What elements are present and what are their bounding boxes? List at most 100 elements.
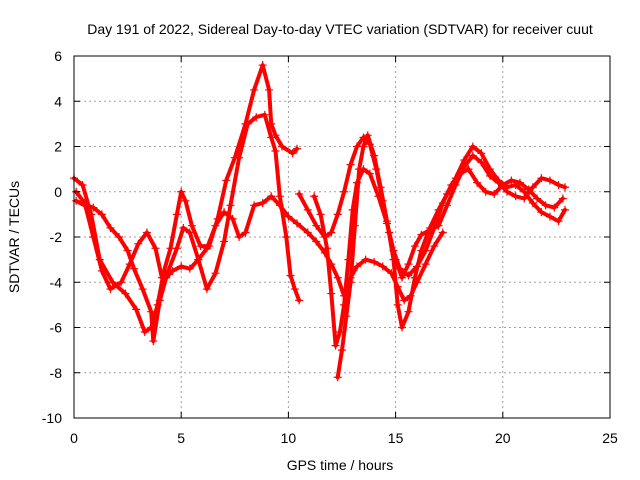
data-point (78, 180, 87, 189)
data-point (97, 210, 106, 219)
data-point (155, 296, 164, 305)
data-point (515, 178, 524, 187)
series-track-1 (70, 61, 301, 337)
data-point (172, 210, 181, 219)
data-point (80, 201, 89, 210)
data-point (151, 244, 160, 253)
data-point (333, 373, 342, 382)
data-point (290, 285, 299, 294)
data-point (303, 228, 312, 237)
data-point (286, 271, 295, 280)
data-point (477, 158, 486, 167)
data-point (243, 119, 252, 128)
data-point (378, 196, 387, 205)
x-axis-label: GPS time / hours (287, 457, 394, 473)
data-point (490, 190, 499, 199)
data-point (365, 140, 374, 149)
data-point (545, 176, 554, 185)
data-point (511, 180, 520, 189)
data-point (320, 233, 329, 241)
x-tick-label: 20 (495, 430, 511, 446)
data-point (331, 341, 340, 350)
data-point (421, 260, 430, 269)
data-point (404, 307, 413, 316)
data-point (312, 237, 321, 246)
data-point (481, 187, 490, 196)
data-point (235, 233, 244, 241)
data-point (168, 266, 177, 275)
chart-title: Day 191 of 2022, Sidereal Day-to-day VTE… (87, 21, 593, 37)
data-point (271, 147, 280, 156)
data-point (560, 183, 569, 192)
data-point (89, 233, 98, 241)
data-point (333, 210, 342, 219)
data-point (179, 223, 188, 232)
data-point (147, 307, 156, 316)
data-point (132, 305, 141, 314)
data-point (327, 228, 336, 237)
data-point (194, 255, 203, 264)
x-tick-label: 10 (281, 430, 297, 446)
data-point (393, 300, 402, 309)
data-point (202, 285, 211, 294)
data-point (220, 237, 229, 246)
data-point (226, 201, 235, 210)
data-point (333, 273, 342, 282)
x-tick-label: 15 (388, 430, 404, 446)
data-point (316, 210, 325, 219)
data-point (503, 187, 512, 196)
data-point (228, 214, 237, 223)
data-point (267, 192, 276, 201)
data-point (528, 199, 537, 208)
data-point (97, 266, 106, 275)
y-tick-label: 2 (54, 139, 62, 155)
data-point (250, 201, 259, 210)
data-point (438, 228, 447, 237)
x-tick-label: 5 (177, 430, 185, 446)
data-point (398, 323, 407, 332)
data-point (123, 246, 132, 255)
data-point (292, 144, 301, 153)
data-point (202, 244, 211, 253)
data-point (292, 219, 301, 228)
series-track-3 (72, 192, 447, 346)
y-tick-label: -4 (50, 274, 63, 290)
data-point (284, 212, 293, 221)
data-point (181, 196, 190, 205)
data-point (391, 255, 400, 264)
data-point (451, 180, 460, 189)
data-point (365, 169, 374, 178)
data-point (355, 165, 364, 174)
data-point (142, 228, 151, 237)
data-point (460, 156, 469, 165)
data-point (295, 296, 304, 305)
data-point (468, 142, 477, 151)
data-point (177, 262, 186, 271)
data-point (485, 171, 494, 180)
data-point (252, 113, 261, 122)
data-point (303, 205, 312, 214)
data-point (350, 221, 359, 230)
y-axis: -10 -8 -6 -4 -2 0 2 4 6 (42, 48, 610, 426)
data-point (134, 239, 143, 248)
data-point (363, 131, 372, 140)
data-point (267, 133, 276, 142)
data-point (106, 285, 115, 294)
data-point (430, 242, 439, 251)
data-point (520, 194, 529, 203)
data-point (177, 187, 186, 196)
data-point (327, 289, 336, 298)
data-point (282, 233, 291, 241)
data-point (464, 165, 473, 174)
data-point (473, 178, 482, 187)
y-tick-label: 0 (54, 184, 62, 200)
data-point (545, 212, 554, 221)
data-point (187, 221, 196, 230)
data-point (275, 201, 284, 210)
data-point (130, 264, 139, 273)
y-tick-label: 4 (54, 93, 62, 109)
data-point (404, 271, 413, 280)
y-tick-label: -8 (50, 365, 63, 381)
y-axis-label: SDTVAR / TECUs (6, 181, 22, 293)
